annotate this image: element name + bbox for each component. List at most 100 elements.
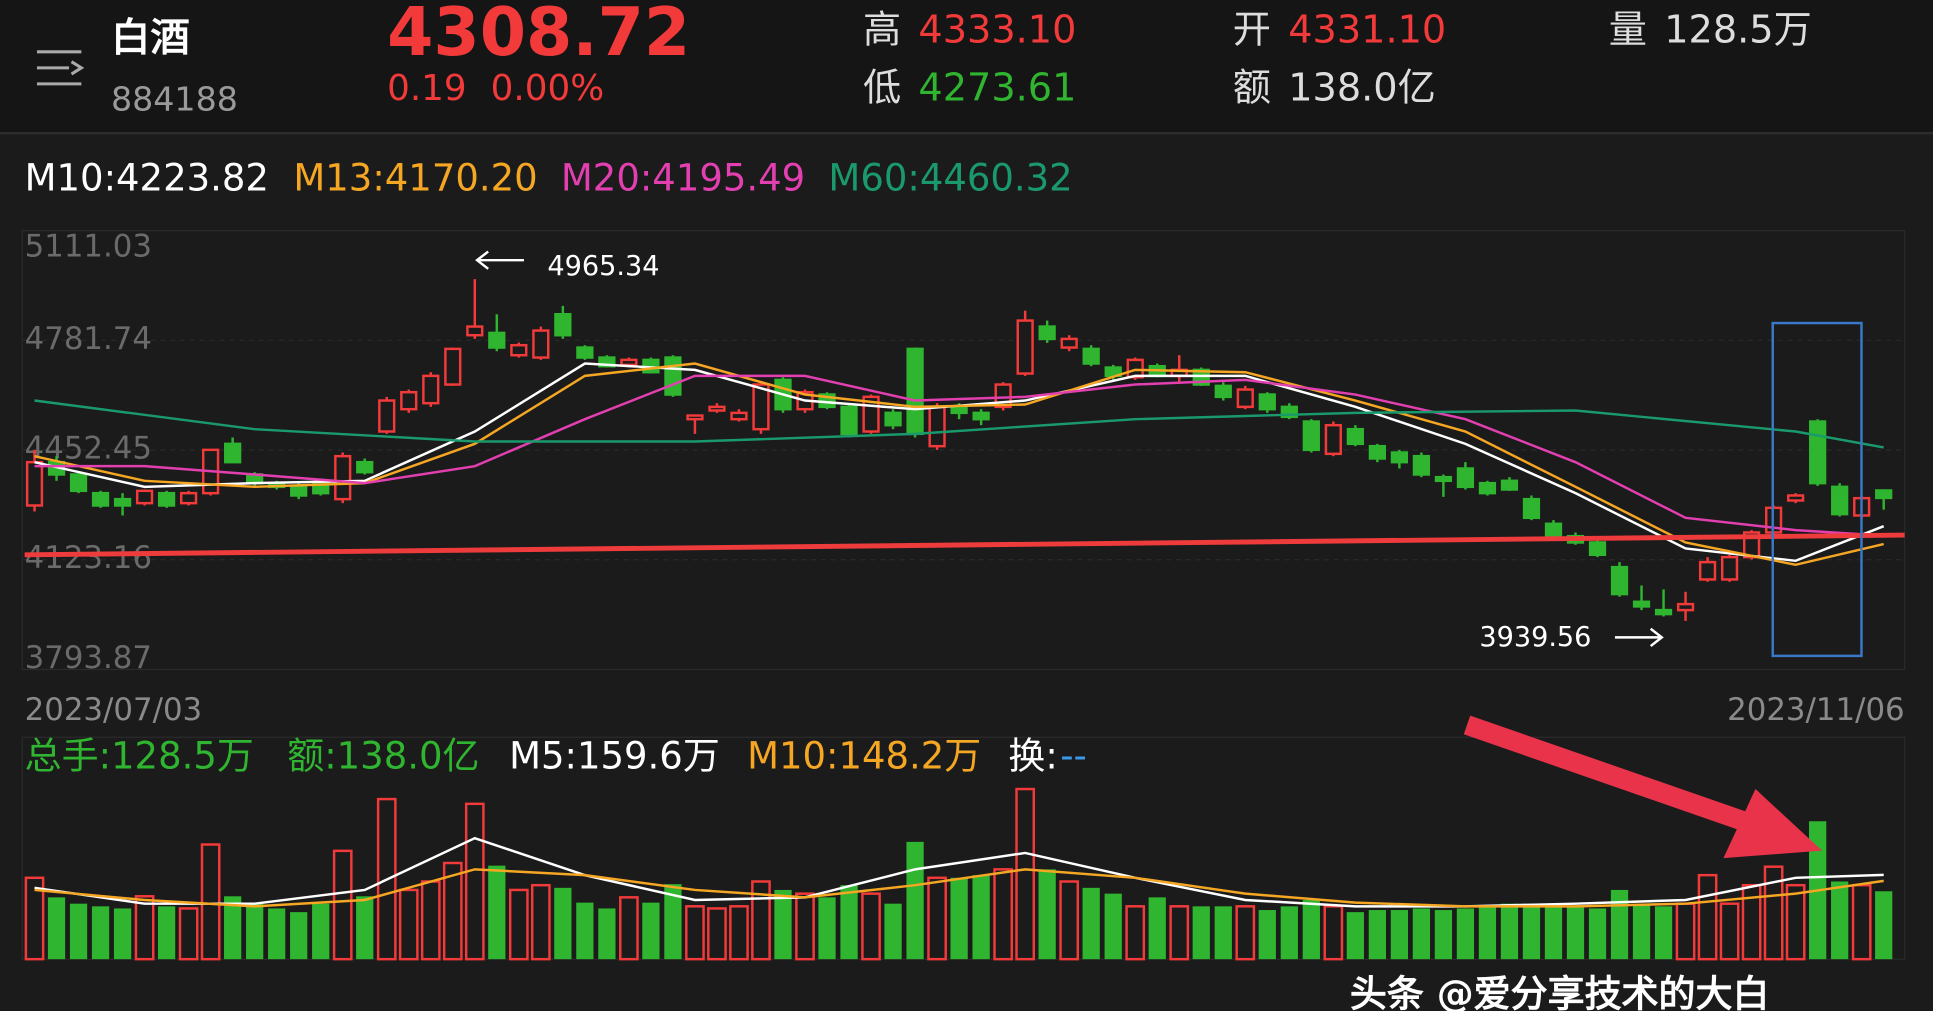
candle-body [708,405,726,412]
volume-bar [1125,905,1146,961]
candle-body [1302,420,1320,452]
volume-bar [113,908,132,960]
ma-line [34,836,1884,908]
volume-bar [685,905,705,961]
candle-body [1478,481,1497,495]
volume-bar [1169,905,1190,961]
candle-body [1016,319,1034,375]
y-tick-label: 4452.45 [25,431,152,467]
volume-bar [1456,908,1475,960]
volume-bar [1368,910,1386,960]
candle-body [1632,600,1651,608]
candle-body [1236,388,1254,409]
amount-label: 额 [1233,67,1271,111]
volume-bar [1412,908,1431,960]
candle-body [1831,485,1849,516]
volume-bar [1588,908,1607,960]
candle-body [1610,565,1629,596]
legend-entry: M20:4195.49 [561,157,805,200]
volume-bar [1059,880,1080,961]
candle-body [1082,347,1100,365]
volume-bar [1763,865,1784,961]
volume-bar [619,896,639,961]
volume-bar [598,908,616,960]
candle-body [135,489,154,505]
volume-bar [1038,869,1056,960]
candle-body [1280,405,1298,419]
volume-bar [1654,906,1673,960]
candle-body [1258,393,1276,411]
candle-body [334,454,352,501]
volume-bar [157,906,176,960]
volume-bar [508,888,529,961]
candle-body [91,491,110,507]
volume-bar [1697,873,1718,961]
volume-bar [1015,787,1036,961]
highlight-box [1771,321,1863,658]
candle-body [532,329,550,359]
candle-body [1060,337,1078,349]
candle-body [1038,325,1056,341]
volume-bar [1235,905,1256,961]
volume-bar [1851,883,1872,961]
amount: 138.0亿 [1288,67,1436,111]
candle-body [400,390,418,411]
volume-bar [707,907,727,961]
x-label: 2023/11/06 [1727,692,1905,728]
y-tick-label: 3793.87 [25,640,152,676]
volume-bar [246,903,264,960]
volume-bar [91,906,110,960]
candle-body [598,356,616,368]
y-tick-label: 4781.74 [25,321,152,357]
volume-bar [1302,899,1320,960]
volume-bar [861,892,881,961]
volume-bar [1346,912,1364,960]
volume-bar [47,897,66,960]
volume-legend: 总手:128.5万 [25,735,254,778]
volume-bar [906,841,924,960]
volume-legend: 额:138.0亿 [287,735,479,778]
stock-code: 884188 [111,80,238,119]
menu-icon[interactable] [36,50,85,86]
candle-body [1809,420,1827,485]
ma-line [34,399,1884,449]
candle-body [290,485,308,497]
volume: 128.5万 [1664,9,1812,53]
candle-body [1434,475,1453,483]
volume-bar [1741,883,1762,961]
volume-bar [993,868,1013,961]
volume-bar [840,885,858,960]
volume-bar [312,903,330,960]
volume-bar [729,905,749,961]
candle-body [1676,602,1695,612]
candle-body [224,442,242,464]
volume-legend: M5:159.6万 [509,735,720,778]
volume-bar [554,887,572,960]
charts: 5111.03 4781.74 4452.45 4123.16 3793.87 2023/… [22,157,1905,961]
candle-body [1654,608,1673,616]
low-label: 低 [863,67,901,111]
volume-bar [576,902,594,960]
candle-body [906,347,924,436]
volume-bar [442,861,463,961]
volume-bar [642,902,660,960]
candle-body [1412,454,1431,476]
candle-body [422,374,440,405]
change: 0.19 [387,68,467,109]
volume-bar [774,889,792,960]
volume-bar [1610,889,1629,960]
volume-bar [24,876,45,961]
volume-bar [530,883,551,961]
candle-body [378,399,396,433]
volume-bar [950,877,968,960]
candle-body [113,497,132,507]
price: 4308.72 [387,0,690,71]
candle-body [752,383,770,431]
volume-label: 量 [1609,9,1647,53]
volume-bar [1566,906,1585,960]
candle-body [1544,522,1563,538]
candle-body [1390,451,1409,464]
volume-bar [268,908,286,960]
low: 4273.61 [918,67,1076,111]
